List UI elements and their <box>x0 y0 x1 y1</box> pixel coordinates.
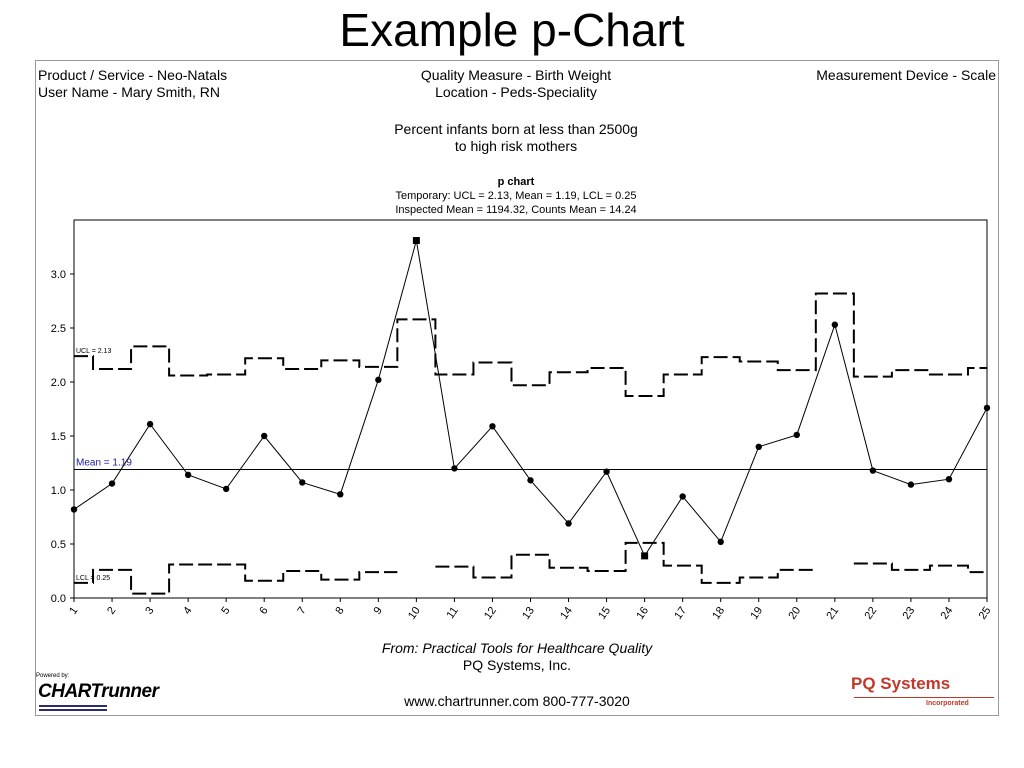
data-point <box>375 376 382 384</box>
device-label: Measurement Device - Scale <box>816 67 996 83</box>
product-label: Product / Service - Neo-Natals <box>38 67 228 83</box>
data-point <box>146 420 154 428</box>
x-axis: 1 2 3 4 5 6 7 8 9 10 11 12 13 14 15 16 17 18 19 20 21 22 23 24 2… <box>67 598 993 622</box>
inspected-mean-text: Inspected Mean = 1194.32, Counts Mean = … <box>395 204 637 216</box>
data-point <box>679 493 686 500</box>
data-point <box>222 485 230 493</box>
description-line-2: to high risk mothers <box>454 138 578 154</box>
x-tick-label: 12 <box>482 605 499 622</box>
data-point <box>717 538 724 546</box>
description-line-1: Percent infants born at less than 2500g <box>394 121 638 137</box>
pq-logo-rule <box>854 697 994 698</box>
company-text: PQ Systems, Inc. <box>462 657 572 673</box>
contact-text: www.chartrunner.com 800-777-3020 <box>404 693 630 709</box>
control-limits-text: Temporary: UCL = 2.13, Mean = 1.19, LCL … <box>395 190 637 202</box>
x-tick-label: 4 <box>181 605 194 617</box>
user-label: User Name - Mary Smith, RN <box>38 84 221 100</box>
lcl-annotation: LCL = 0.25 <box>76 575 110 582</box>
data-point <box>565 520 572 527</box>
x-tick-label: 14 <box>558 605 575 622</box>
pq-systems-logo: PQ Systems <box>851 674 951 693</box>
x-tick-label: 5 <box>219 605 232 617</box>
data-point <box>755 443 762 450</box>
powered-by-label: Powered by: <box>36 673 70 679</box>
x-tick-label: 2 <box>105 605 118 617</box>
source-text: From: Practical Tools for Healthcare Qua… <box>381 640 653 656</box>
chart-frame: Product / Service - Neo-Natals User Name… <box>35 60 999 716</box>
chartrunner-logo-stripe <box>39 709 107 711</box>
x-tick-label: 20 <box>786 605 803 622</box>
lcl-step <box>74 541 987 595</box>
x-tick-label: 18 <box>710 605 727 622</box>
x-tick-label: 1 <box>67 605 80 617</box>
x-tick-label: 10 <box>406 605 423 622</box>
ucl-line <box>74 292 987 398</box>
x-tick-label: 6 <box>257 605 270 617</box>
ucl-step <box>74 292 987 398</box>
x-tick-label: 15 <box>596 605 613 622</box>
y-tick-label: 1.0 <box>51 485 66 497</box>
data-point <box>299 479 306 486</box>
data-point <box>793 431 800 439</box>
pq-logo-tagline: Incorporated <box>926 700 969 707</box>
data-point <box>831 321 839 328</box>
out-of-control-point <box>412 237 420 245</box>
x-tick-label: 16 <box>634 605 651 622</box>
data-point <box>451 465 458 472</box>
data-point <box>945 476 953 483</box>
x-tick-label: 3 <box>143 605 156 617</box>
series-line <box>73 240 988 557</box>
out-of-control-point <box>641 552 649 560</box>
data-point <box>527 477 534 484</box>
x-tick-label: 23 <box>901 605 918 622</box>
y-tick-label: 0.0 <box>51 593 66 605</box>
x-tick-label: 25 <box>977 605 994 622</box>
y-tick-label: 3.0 <box>51 269 66 281</box>
data-point <box>489 423 496 430</box>
quality-measure-label: Quality Measure - Birth Weight <box>420 67 612 83</box>
x-tick-label: 7 <box>295 605 308 617</box>
data-point <box>261 432 268 440</box>
location-label: Location - Peds-Speciality <box>435 84 597 100</box>
data-point <box>337 491 344 498</box>
chart-type-title: p chart <box>497 176 535 188</box>
slide-title: Example p-Chart <box>339 4 685 56</box>
x-tick-label: 8 <box>333 605 346 617</box>
mean-annotation: Mean = 1.19 <box>76 457 132 468</box>
data-point <box>983 404 991 412</box>
x-tick-label: 17 <box>672 605 689 622</box>
plot-area-border <box>73 219 988 599</box>
data-points <box>70 237 991 560</box>
lcl-line <box>74 541 987 595</box>
data-point <box>869 467 877 474</box>
y-tick-label: 2.5 <box>51 323 66 335</box>
x-tick-label: 9 <box>371 605 384 617</box>
data-point <box>603 468 610 475</box>
y-tick-label: 0.5 <box>51 539 66 551</box>
y-tick-label: 1.5 <box>51 431 66 443</box>
data-point <box>70 506 78 513</box>
x-tick-label: 24 <box>939 605 956 622</box>
y-axis: 0.0 0.5 1.0 1.5 2.0 2.5 3.0 <box>51 269 74 605</box>
chartrunner-logo: CHARTrunner <box>38 681 159 702</box>
data-point <box>184 471 192 479</box>
x-tick-label: 19 <box>748 605 765 622</box>
x-tick-label: 22 <box>862 605 879 622</box>
x-tick-label: 13 <box>520 605 537 622</box>
ucl-annotation: UCL = 2.13 <box>76 348 111 355</box>
x-tick-label: 11 <box>444 605 460 621</box>
data-point <box>108 480 116 487</box>
x-tick-label: 21 <box>824 605 841 622</box>
chartrunner-logo-stripe <box>39 705 107 707</box>
data-point <box>907 481 915 488</box>
y-tick-label: 2.0 <box>51 377 66 389</box>
